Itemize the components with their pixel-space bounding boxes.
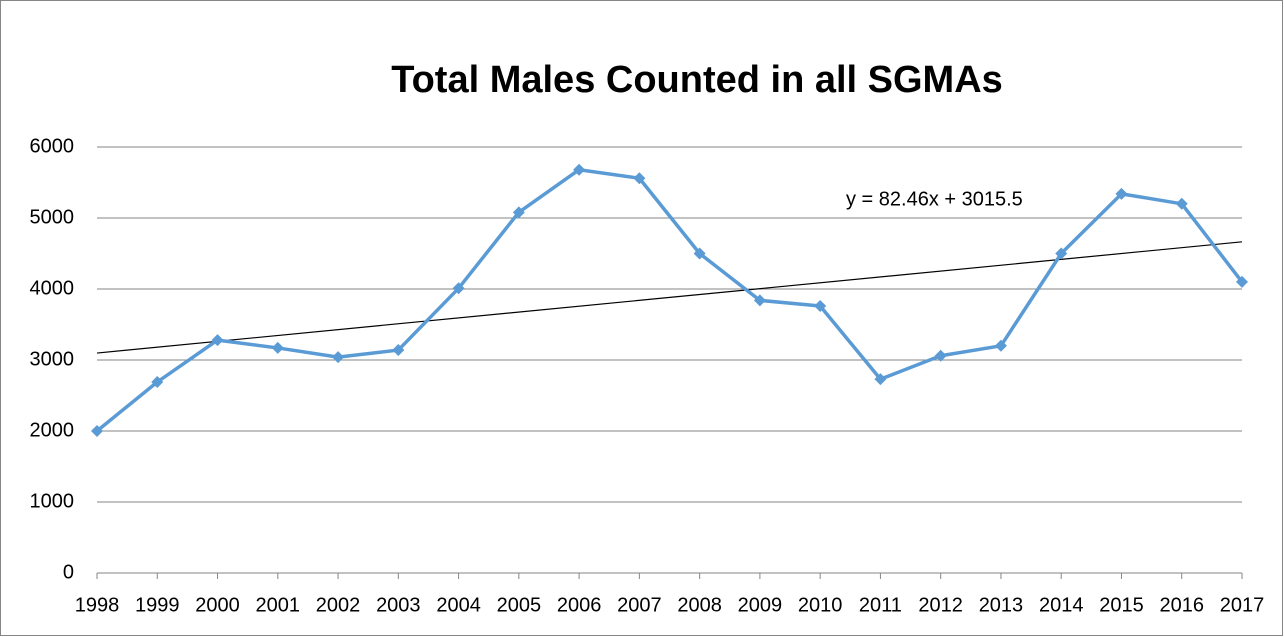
x-tick-label: 2003 <box>376 594 421 616</box>
marker <box>994 339 1007 352</box>
marker <box>633 172 646 185</box>
marker <box>573 163 586 176</box>
x-tick-label: 2008 <box>677 594 722 616</box>
marker <box>693 247 706 260</box>
y-tick-label: 6000 <box>30 135 75 157</box>
y-tick-label: 3000 <box>30 348 75 370</box>
x-tick-label: 2005 <box>497 594 542 616</box>
marker <box>211 334 224 347</box>
data-line <box>95 167 1244 433</box>
x-tick-label: 2012 <box>918 594 963 616</box>
x-tick-label: 2000 <box>195 594 240 616</box>
marker <box>91 425 103 437</box>
y-tick-label: 2000 <box>30 419 75 441</box>
trendline <box>96 241 1243 354</box>
y-tick-label: 4000 <box>30 277 75 299</box>
x-tick-label: 2009 <box>738 594 783 616</box>
chart-title: Total Males Counted in all SGMAs <box>391 59 1003 101</box>
marker <box>1236 275 1248 288</box>
marker <box>934 349 947 362</box>
x-tick-label: 1998 <box>75 594 120 616</box>
marker <box>512 206 525 219</box>
marker <box>452 282 465 295</box>
marker <box>271 341 284 354</box>
x-tick-label: 2013 <box>979 594 1024 616</box>
x-tick-label: 2011 <box>859 594 902 616</box>
marker <box>874 373 887 386</box>
y-tick-label: 5000 <box>30 206 75 228</box>
marker <box>753 294 766 307</box>
x-tick-label: 2006 <box>557 594 602 616</box>
marker <box>332 351 345 364</box>
x-tick-label: 2017 <box>1220 594 1265 616</box>
marker <box>1175 197 1188 210</box>
x-tick-label: 2001 <box>256 594 301 616</box>
y-tick-label: 0 <box>63 561 74 583</box>
y-tick-label: 1000 <box>30 490 75 512</box>
x-tick-label: 2015 <box>1099 594 1144 616</box>
x-tick-label: 2014 <box>1039 594 1084 616</box>
trendline-label: y = 82.46x + 3015.5 <box>846 188 1023 210</box>
x-tick-label: 2002 <box>316 594 361 616</box>
x-tick-label: 1999 <box>135 594 180 616</box>
marker <box>392 344 405 357</box>
x-tick-label: 2007 <box>617 594 662 616</box>
marker <box>814 300 827 313</box>
marker <box>1055 247 1068 260</box>
x-tick-label: 2016 <box>1159 594 1204 616</box>
marker <box>1115 187 1128 200</box>
x-tick-label: 2004 <box>436 594 481 616</box>
x-tick-label: 2010 <box>798 594 843 616</box>
marker <box>151 376 164 389</box>
